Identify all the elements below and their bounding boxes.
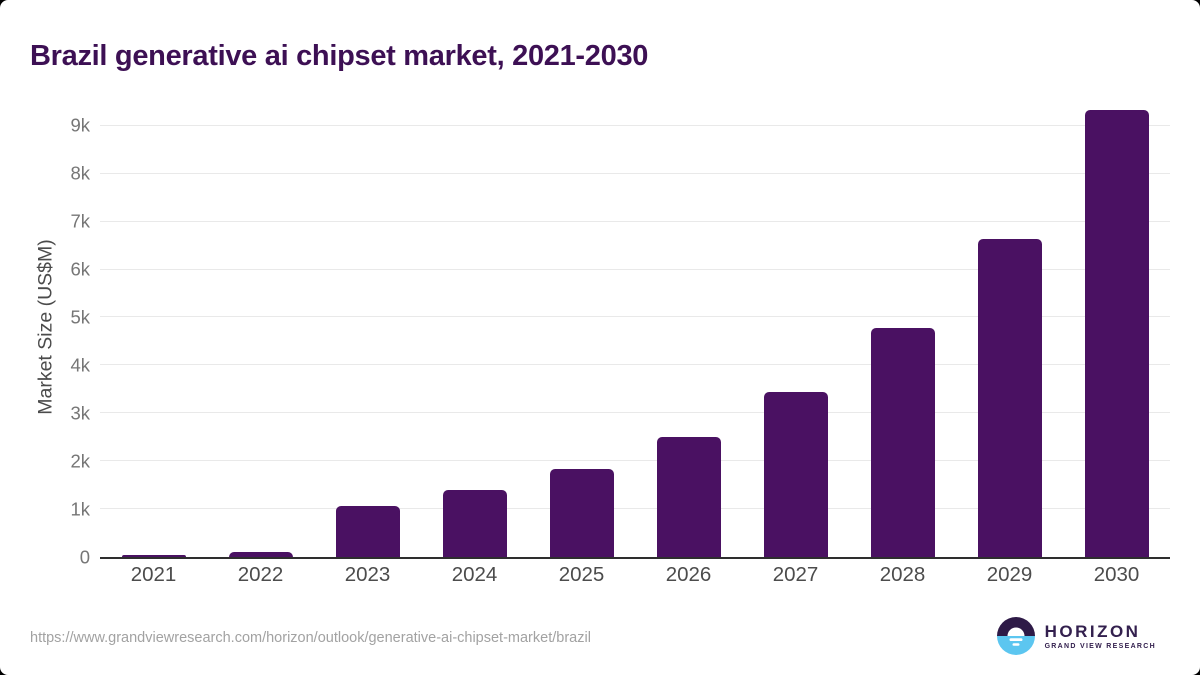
- bar-slot: [742, 97, 849, 557]
- x-tick-label: 2027: [772, 563, 819, 586]
- bar-2030: [1084, 110, 1149, 557]
- bar-2028: [870, 327, 935, 557]
- y-tick-label: 0: [79, 545, 90, 567]
- source-url: https://www.grandviewresearch.com/horizo…: [30, 630, 591, 646]
- y-tick-label: 2k: [70, 449, 90, 471]
- logo-tagline: GRAND VIEW RESEARCH: [1044, 642, 1156, 650]
- bar-slot: [314, 97, 421, 557]
- bar-slot: [528, 97, 635, 557]
- x-tick-label: 2023: [344, 563, 391, 586]
- plot-area: [100, 97, 1170, 559]
- gridline: [100, 460, 1170, 462]
- bar-slot: [207, 97, 314, 557]
- x-tick-label: 2021: [130, 563, 177, 586]
- bar-slot: [421, 97, 528, 557]
- y-axis-ticks: 0 1k 2k 3k 4k 5k 6k 7k 8k 9k: [0, 97, 90, 565]
- gridline: [100, 172, 1170, 174]
- horizon-sun-icon: [996, 616, 1036, 656]
- gridline: [100, 268, 1170, 270]
- y-tick-label: 7k: [70, 210, 90, 232]
- y-tick-label: 9k: [70, 114, 90, 136]
- y-tick-label: 5k: [70, 306, 90, 328]
- gridline: [100, 220, 1170, 222]
- x-axis-labels: 2021 2022 2023 2024 2025 2026 2027 2028 2029 2030: [100, 563, 1170, 587]
- logo-brand: HORIZON: [1044, 621, 1141, 641]
- gridline: [100, 124, 1170, 126]
- x-tick-label: 2030: [1093, 563, 1140, 586]
- bar-2024: [442, 490, 507, 557]
- bar-2022: [228, 551, 293, 557]
- gridline: [100, 412, 1170, 414]
- gridline: [100, 316, 1170, 318]
- gridline: [100, 364, 1170, 366]
- x-tick-label: 2025: [558, 563, 605, 586]
- chart-title: Brazil generative ai chipset market, 202…: [30, 40, 649, 73]
- bar-2029: [977, 238, 1042, 557]
- bar-2021: [121, 554, 186, 557]
- bar-slot: [956, 97, 1063, 557]
- bar-slot: [635, 97, 742, 557]
- y-tick-label: 6k: [70, 258, 90, 280]
- bars-layer: [100, 97, 1170, 557]
- horizon-logo: HORIZON GRAND VIEW RESEARCH: [996, 616, 1156, 656]
- x-tick-label: 2028: [879, 563, 926, 586]
- gridline: [100, 508, 1170, 510]
- x-tick-label: 2022: [237, 563, 284, 586]
- bar-2027: [763, 391, 828, 557]
- y-tick-label: 3k: [70, 401, 90, 423]
- bar-slot: [1063, 97, 1170, 557]
- bar-slot: [849, 97, 956, 557]
- x-tick-label: 2029: [986, 563, 1033, 586]
- y-tick-label: 8k: [70, 162, 90, 184]
- bar-slot: [100, 97, 207, 557]
- x-tick-label: 2024: [451, 563, 498, 586]
- logo-text: HORIZON GRAND VIEW RESEARCH: [1045, 623, 1156, 650]
- x-tick-label: 2026: [665, 563, 712, 586]
- y-tick-label: 1k: [70, 497, 90, 519]
- bar-2025: [549, 468, 614, 557]
- bar-2026: [656, 436, 721, 557]
- bar-2023: [335, 506, 400, 557]
- y-tick-label: 4k: [70, 354, 90, 376]
